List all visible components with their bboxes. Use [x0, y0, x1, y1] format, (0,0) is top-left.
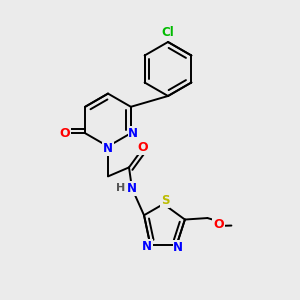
- Text: O: O: [60, 127, 70, 140]
- Text: H: H: [116, 183, 125, 194]
- Text: N: N: [127, 182, 137, 195]
- Text: N: N: [128, 127, 138, 140]
- Text: N: N: [142, 240, 152, 253]
- Text: S: S: [161, 194, 169, 208]
- Text: O: O: [137, 141, 148, 154]
- Text: N: N: [103, 142, 113, 155]
- Text: N: N: [173, 241, 183, 254]
- Text: Cl: Cl: [162, 26, 174, 40]
- Text: O: O: [213, 218, 224, 231]
